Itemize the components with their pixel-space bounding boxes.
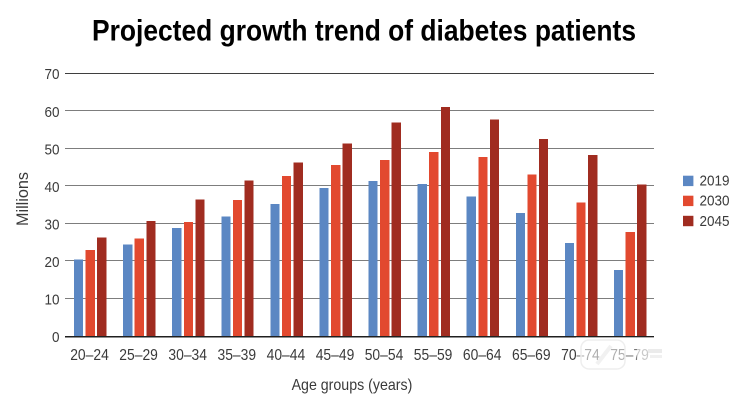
svg-text:55–59: 55–59 [414,347,453,364]
svg-text:2019: 2019 [700,173,730,190]
svg-text:20–24: 20–24 [70,347,109,364]
svg-text:65–69: 65–69 [512,347,551,364]
svg-text:40–44: 40–44 [267,347,306,364]
svg-text:2030: 2030 [700,193,730,210]
svg-text:50–54: 50–54 [365,347,404,364]
svg-text:70: 70 [45,66,60,83]
svg-text:30–34: 30–34 [168,347,207,364]
svg-text:35–39: 35–39 [218,347,257,364]
svg-text:Projected growth trend of diab: Projected growth trend of diabetes patie… [92,15,636,48]
svg-text:60: 60 [45,104,60,121]
svg-text:Millions: Millions [14,172,32,226]
svg-text:0: 0 [52,329,60,346]
svg-text:40: 40 [45,179,60,196]
svg-text:60–64: 60–64 [463,347,502,364]
svg-text:Age groups (years): Age groups (years) [292,377,413,394]
svg-text:50: 50 [45,141,60,158]
svg-text:10: 10 [45,292,60,309]
svg-text:30: 30 [45,217,60,234]
svg-text:45–49: 45–49 [316,347,355,364]
svg-text:20: 20 [45,254,60,271]
svg-text:2045: 2045 [700,213,730,230]
svg-text:25–29: 25–29 [119,347,158,364]
